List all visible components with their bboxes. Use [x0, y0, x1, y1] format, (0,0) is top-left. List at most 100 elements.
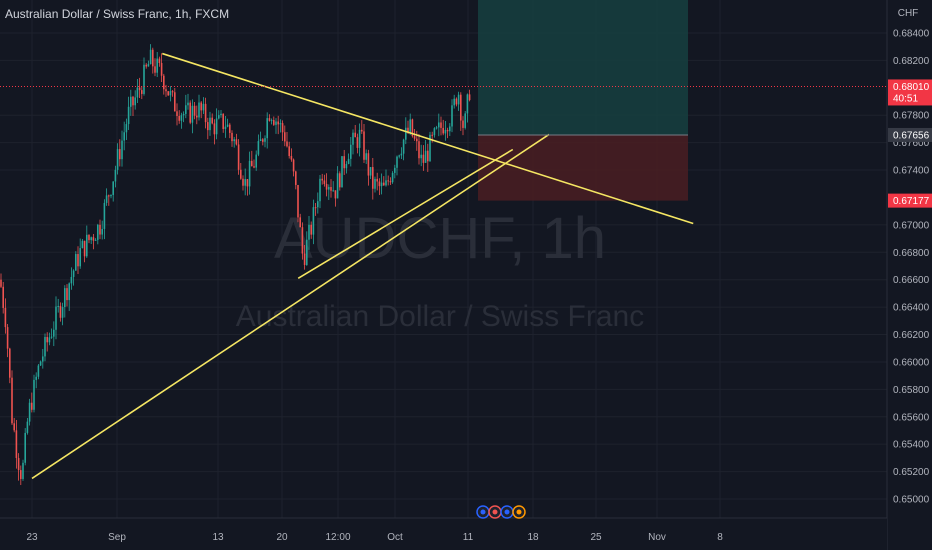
candle-body: [389, 181, 392, 183]
candle-body: [246, 179, 249, 187]
candle-body: [88, 234, 90, 241]
price-label-box: [888, 193, 932, 208]
y-tick-label: 0.68200: [893, 56, 930, 67]
candle-body: [4, 307, 7, 328]
candle-body: [75, 254, 77, 271]
candle-body: [134, 97, 136, 106]
candle-body: [433, 128, 436, 136]
candle-body: [301, 227, 304, 254]
trendline[interactable]: [162, 52, 694, 225]
candle-body: [457, 94, 460, 105]
candle-body: [394, 167, 396, 173]
y-ticks: 0.68400 0.68200 0.67800 0.67600 0.67400 0.670…: [893, 29, 930, 506]
candle-body: [112, 181, 114, 195]
candle-body: [292, 159, 295, 172]
candle-body: [138, 87, 141, 91]
y-tick-label: 0.65200: [893, 467, 930, 478]
candle-body: [411, 119, 414, 137]
candle-body: [310, 224, 312, 235]
candle-body: [264, 138, 266, 142]
candle-body: [123, 132, 125, 141]
y-tick-label: 0.67800: [893, 111, 930, 122]
candle-body: [317, 201, 319, 208]
candle-body: [244, 179, 246, 186]
candle-body: [424, 150, 427, 163]
candle-body: [103, 202, 106, 229]
candle-body: [286, 141, 288, 147]
trendlines[interactable]: [31, 52, 694, 480]
candle-body: [17, 458, 20, 471]
candle-body: [222, 113, 224, 129]
grid: [0, 0, 887, 518]
candle-body: [231, 132, 233, 142]
candle-body: [207, 122, 209, 131]
candle-body: [365, 153, 367, 160]
candle-body: [187, 102, 189, 106]
candle-body: [53, 329, 55, 337]
candle-body: [259, 139, 262, 142]
candle-body: [81, 240, 84, 249]
candle-body: [453, 98, 455, 106]
candle-body: [48, 337, 51, 343]
target-zone[interactable]: [478, 0, 688, 135]
candle-body: [369, 167, 372, 176]
x-tick-label: 23: [26, 532, 38, 543]
candle-body: [464, 113, 466, 128]
y-tick-label: 0.66800: [893, 248, 930, 259]
candle-body: [440, 122, 442, 128]
candle-body: [341, 156, 343, 188]
candles: [0, 44, 471, 486]
x-tick-label: Sep: [108, 532, 126, 543]
candle-body: [13, 423, 15, 431]
candle-body: [198, 102, 200, 118]
candle-body: [39, 361, 42, 366]
candle-body: [332, 190, 334, 192]
candle-body: [409, 119, 411, 133]
candle-body: [416, 138, 418, 142]
candle-body: [460, 94, 462, 121]
y-tick-label: 0.65400: [893, 440, 930, 451]
candle-body: [182, 113, 185, 116]
candle-body: [185, 105, 187, 114]
candle-body: [83, 240, 86, 257]
candle-body: [268, 118, 271, 121]
event-icons[interactable]: [476, 505, 526, 519]
candle-body: [367, 153, 370, 176]
stop-zone[interactable]: [478, 134, 688, 201]
candle-body: [319, 178, 321, 202]
trendline[interactable]: [31, 133, 550, 480]
candle-body: [42, 356, 44, 362]
x-ticks: 23 Sep 13 20 12:00 Oct 11 18 25 Nov 8: [26, 532, 723, 543]
candle-body: [202, 103, 205, 111]
candle-body: [251, 160, 253, 167]
candle-body: [330, 187, 332, 191]
candle-body: [248, 160, 251, 187]
candle-body: [193, 105, 196, 116]
candle-body: [352, 132, 354, 145]
x-tick-label: 8: [717, 532, 723, 543]
candle-body: [345, 163, 348, 169]
candle-body: [11, 377, 13, 424]
y-tick-label: 0.65800: [893, 385, 930, 396]
candle-body: [24, 432, 26, 463]
candle-body: [15, 430, 18, 459]
x-tick-label: 20: [276, 532, 288, 543]
candle-body: [141, 90, 143, 94]
candle-body: [218, 115, 220, 119]
y-tick-label: 0.66000: [893, 357, 930, 368]
candle-body: [204, 103, 207, 123]
candle-body: [224, 126, 227, 129]
candle-body: [2, 286, 4, 308]
candle-body: [402, 139, 405, 154]
candle-body: [372, 167, 374, 189]
candle-body: [149, 49, 152, 65]
trendline[interactable]: [297, 148, 514, 280]
time-axis[interactable]: [0, 518, 887, 550]
x-tick-label: Oct: [387, 532, 403, 543]
candle-body: [213, 123, 216, 135]
price-label-box: [888, 127, 932, 142]
candle-body: [92, 237, 95, 241]
candle-body: [295, 171, 297, 185]
candle-body: [266, 118, 268, 139]
